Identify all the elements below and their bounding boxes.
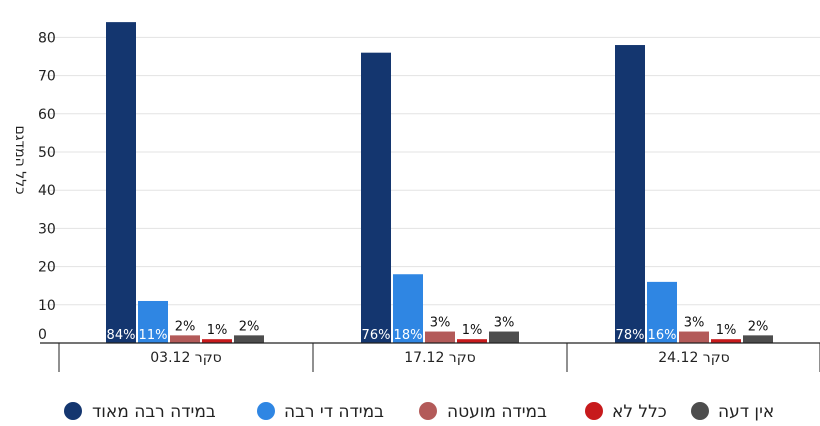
data-label: 76% (362, 328, 391, 343)
data-label: 11% (139, 328, 168, 343)
bar (457, 339, 487, 343)
data-label: 3% (494, 316, 515, 331)
data-label: 1% (207, 323, 228, 338)
bar (202, 339, 232, 343)
legend-label: במידה מועטה (447, 402, 547, 422)
bar (615, 45, 645, 343)
bar (106, 22, 136, 344)
legend-swatch (257, 402, 275, 420)
data-label: 84% (107, 328, 136, 343)
y-tick-label: 20 (38, 260, 56, 276)
x-category-label: סקר 24.12 (658, 350, 729, 366)
data-label: 18% (394, 328, 423, 343)
legend-label: במידה די רבה (284, 402, 384, 422)
y-tick-label: 80 (38, 30, 56, 46)
y-tick-label: 70 (38, 69, 56, 85)
y-tick-label: 60 (38, 107, 56, 123)
x-category-label: סקר 17.12 (404, 350, 475, 366)
bar (425, 331, 455, 343)
data-label: 2% (175, 319, 196, 334)
y-axis-label: כלל המדגם (12, 125, 28, 194)
legend-label: במידה רבה מאוד (92, 402, 216, 422)
bar (234, 335, 264, 343)
bar (393, 274, 423, 343)
data-label: 16% (648, 328, 677, 343)
data-label: 2% (239, 319, 260, 334)
x-category-label: סקר 03.12 (150, 350, 221, 366)
data-label: 2% (748, 319, 769, 334)
bar (170, 335, 200, 343)
bar (647, 281, 677, 343)
data-label: 1% (716, 323, 737, 338)
legend-swatch (691, 402, 709, 420)
legend-swatch (419, 402, 437, 420)
bar (743, 335, 773, 343)
y-tick-label: 50 (38, 145, 56, 161)
bar (138, 300, 168, 343)
bar (679, 331, 709, 343)
y-tick-label: 10 (38, 298, 56, 314)
data-label: 78% (616, 328, 645, 343)
y-tick-label: 0 (38, 327, 47, 343)
legend-swatch (585, 402, 603, 420)
legend-label: כלל לא (612, 402, 667, 422)
data-label: 1% (462, 323, 483, 338)
legend-label: אין דעה (718, 402, 774, 422)
bar (489, 331, 519, 343)
data-label: 3% (430, 316, 451, 331)
y-tick-label: 40 (38, 183, 56, 199)
legend-swatch (64, 402, 82, 420)
y-tick-label: 30 (38, 221, 56, 237)
bar (361, 52, 391, 344)
data-label: 3% (684, 316, 705, 331)
bar (711, 339, 741, 343)
